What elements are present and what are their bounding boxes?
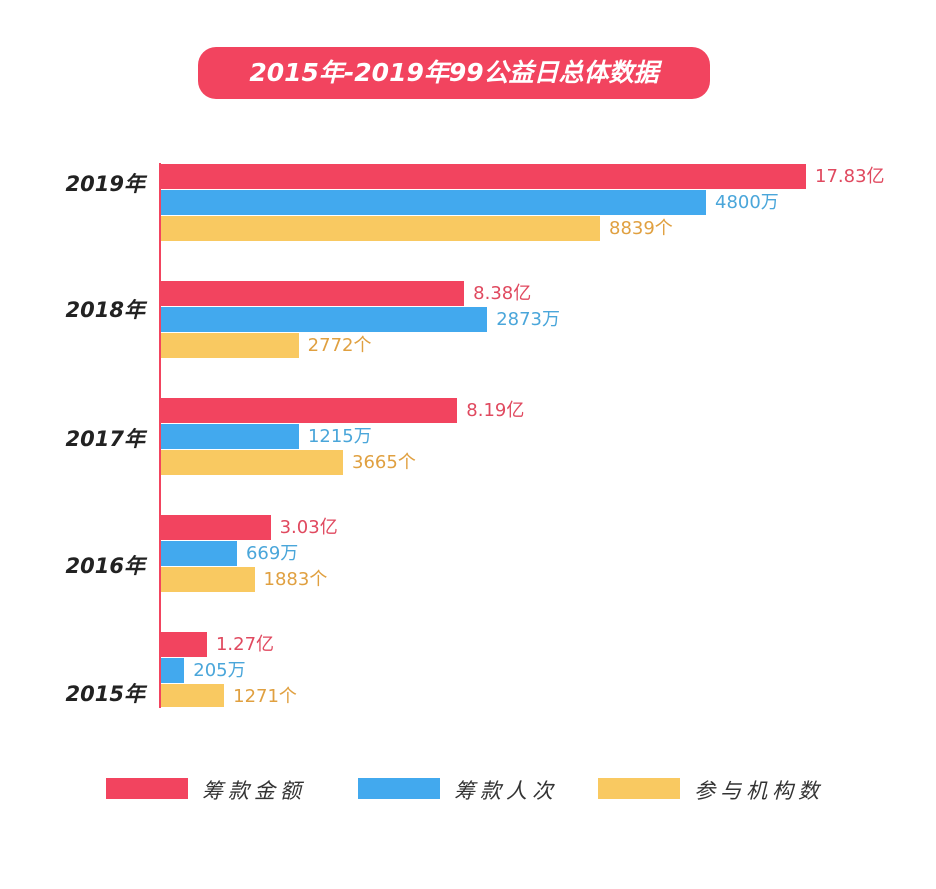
bar	[161, 632, 207, 657]
data-label: 1215万	[307, 426, 372, 447]
y-axis-line	[159, 163, 161, 708]
bar	[161, 216, 600, 241]
category-label: 2015年	[65, 682, 145, 706]
legend-label: 参与机构数	[694, 779, 824, 803]
data-label: 3665个	[352, 452, 416, 473]
bar	[161, 281, 465, 306]
bar	[161, 424, 299, 449]
bar	[161, 541, 237, 566]
bar	[161, 515, 271, 540]
data-label: 3.03亿	[279, 517, 338, 538]
data-label: 1271个	[233, 686, 297, 707]
bar	[161, 398, 458, 423]
bar	[161, 164, 806, 189]
legend-label: 筹款金额	[202, 779, 306, 803]
category-label: 2018年	[65, 298, 145, 322]
category-label: 2017年	[65, 427, 145, 451]
data-label: 8.19亿	[466, 400, 525, 421]
data-label: 4800万	[715, 192, 779, 213]
category-label: 2016年	[65, 554, 145, 578]
bar	[161, 567, 255, 592]
data-label: 2873万	[496, 309, 561, 330]
data-label: 8.38亿	[473, 283, 532, 304]
bar	[161, 684, 225, 707]
bar	[161, 333, 299, 358]
chart-title: 2015年-2019年99公益日总体数据	[198, 47, 710, 99]
bar	[161, 450, 344, 475]
data-label: 669万	[245, 543, 299, 564]
data-label: 2772个	[307, 335, 372, 356]
data-label: 205万	[193, 660, 246, 681]
legend-label: 筹款人次	[454, 779, 558, 803]
bar	[161, 190, 706, 215]
legend-swatch	[598, 778, 680, 799]
bar	[161, 658, 185, 683]
data-label: 17.83亿	[815, 166, 885, 187]
bar	[161, 307, 488, 332]
data-label: 8839个	[609, 218, 673, 239]
legend-swatch	[106, 778, 188, 799]
data-label: 1883个	[263, 569, 328, 590]
legend-swatch	[358, 778, 440, 799]
data-label: 1.27亿	[215, 634, 275, 655]
category-label: 2019年	[65, 172, 145, 196]
